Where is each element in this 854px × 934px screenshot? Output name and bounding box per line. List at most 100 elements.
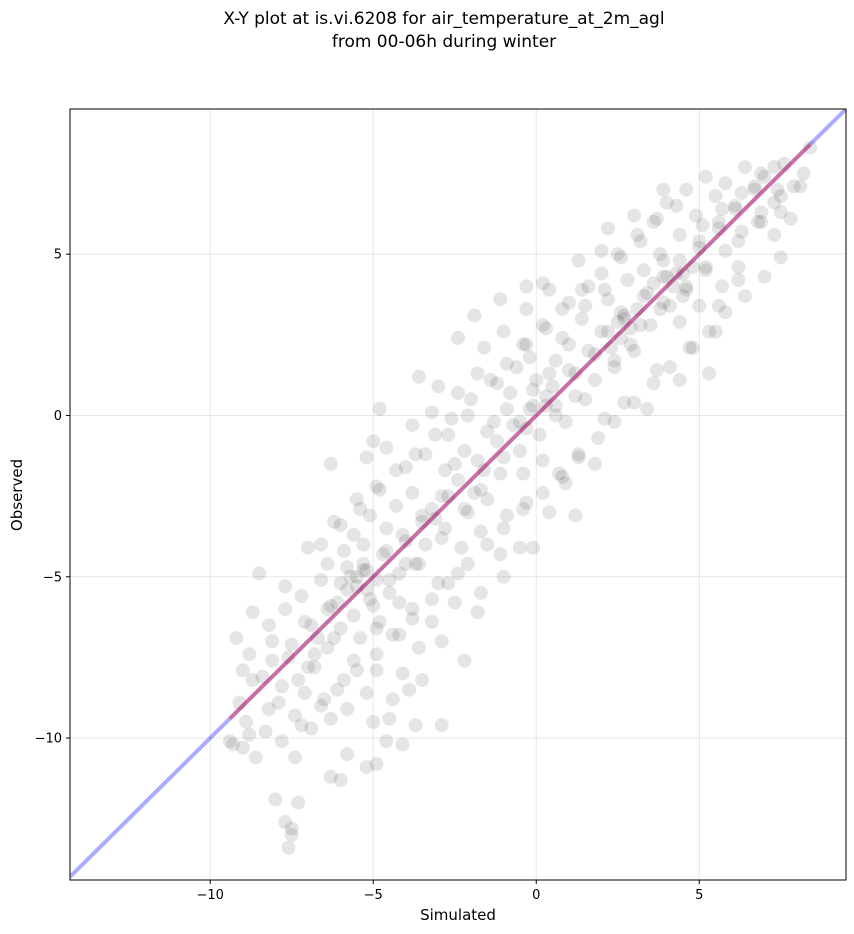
data-point-242: [662, 298, 677, 313]
data-point-2: [278, 814, 293, 829]
data-point-340: [578, 298, 593, 313]
plot-area: [70, 109, 846, 880]
data-point-310: [516, 502, 531, 516]
data-point-93: [526, 540, 540, 555]
data-point-248: [773, 189, 788, 204]
data-point-203: [679, 182, 694, 197]
data-point-73: [336, 544, 351, 558]
data-point-303: [385, 627, 400, 642]
data-point-285: [444, 411, 459, 426]
data-point-27: [382, 711, 397, 726]
data-point-118: [555, 469, 570, 484]
data-point-218: [222, 734, 237, 749]
data-point-343: [636, 263, 651, 278]
x-tick-label-3: 5: [695, 888, 703, 903]
data-point-58: [457, 653, 472, 668]
data-point-211: [796, 166, 811, 181]
data-point-295: [630, 227, 645, 242]
data-point-205: [718, 176, 733, 191]
data-point-307: [460, 556, 475, 571]
data-point-239: [607, 353, 622, 368]
data-point-180: [571, 253, 586, 268]
data-point-266: [561, 363, 576, 378]
data-point-223: [307, 647, 322, 662]
data-point-363: [356, 556, 371, 571]
data-point-237: [568, 389, 583, 404]
data-point-194: [669, 198, 684, 213]
data-point-125: [460, 408, 475, 423]
data-point-280: [353, 502, 368, 516]
data-point-30: [274, 679, 289, 694]
data-point-151: [477, 340, 492, 355]
data-point-78: [431, 576, 446, 591]
data-point-168: [561, 295, 576, 310]
data-point-72: [320, 556, 335, 571]
data-point-330: [392, 595, 407, 610]
data-point-356: [669, 266, 684, 281]
data-point-115: [496, 450, 511, 465]
data-point-45: [395, 666, 410, 681]
data-point-36: [402, 682, 417, 697]
data-point-335: [486, 414, 501, 429]
data-point-129: [539, 398, 553, 413]
data-point-369: [614, 331, 628, 345]
data-point-201: [659, 195, 674, 210]
data-point-76: [392, 566, 407, 581]
data-point-272: [672, 253, 687, 268]
data-point-165: [493, 292, 508, 307]
data-point-191: [601, 221, 615, 236]
data-point-85: [379, 521, 394, 536]
data-point-346: [695, 218, 710, 233]
data-point-197: [728, 202, 743, 216]
data-point-41: [301, 660, 315, 675]
data-point-229: [418, 537, 433, 552]
data-point-316: [627, 395, 642, 410]
data-point-319: [682, 340, 697, 355]
data-point-81: [496, 569, 511, 584]
data-point-227: [382, 573, 397, 587]
data-point-124: [441, 427, 456, 442]
data-point-202: [656, 182, 671, 197]
data-point-313: [571, 450, 586, 465]
data-point-34: [359, 685, 374, 700]
data-point-342: [617, 311, 632, 326]
data-point-225: [346, 608, 361, 623]
data-point-99: [441, 489, 456, 504]
data-point-141: [509, 360, 524, 375]
data-point-305: [424, 592, 439, 607]
data-point-362: [369, 573, 384, 587]
data-point-212: [773, 205, 788, 220]
data-point-365: [539, 389, 553, 404]
data-point-326: [320, 602, 335, 616]
grid-layer: [70, 109, 846, 880]
data-point-155: [555, 331, 570, 345]
data-point-71: [301, 540, 315, 555]
data-point-135: [372, 402, 387, 416]
data-point-40: [281, 650, 296, 665]
data-point-108: [359, 450, 374, 465]
data-point-156: [574, 311, 589, 326]
data-point-224: [327, 631, 342, 646]
data-point-222: [291, 673, 306, 687]
data-point-147: [627, 343, 642, 358]
data-point-157: [594, 324, 609, 339]
data-point-306: [441, 576, 456, 591]
data-point-133: [617, 395, 632, 410]
data-point-7: [333, 773, 348, 787]
data-point-221: [271, 695, 286, 710]
data-point-15: [379, 734, 394, 749]
data-point-238: [587, 373, 602, 387]
data-point-216: [702, 366, 717, 381]
data-point-251: [284, 637, 299, 652]
data-point-192: [627, 208, 642, 223]
data-point-53: [353, 631, 368, 646]
data-point-302: [369, 647, 384, 662]
data-point-91: [493, 547, 508, 562]
data-point-25: [340, 702, 355, 716]
data-point-275: [728, 198, 743, 213]
data-point-63: [330, 595, 345, 610]
data-point-94: [349, 492, 364, 507]
data-point-283: [408, 447, 423, 462]
data-point-284: [428, 427, 443, 442]
